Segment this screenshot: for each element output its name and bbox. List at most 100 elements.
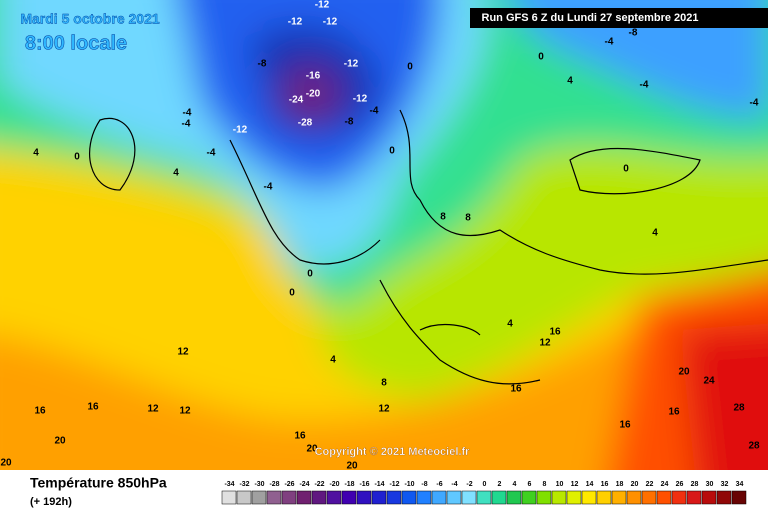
scale-swatch xyxy=(296,490,312,505)
contour-label: 16 xyxy=(294,431,306,442)
scale-swatch xyxy=(371,490,387,505)
coastlines xyxy=(89,109,768,385)
contour-label: -4 xyxy=(750,98,759,109)
scale-swatch xyxy=(656,490,672,505)
scale-swatch xyxy=(356,490,372,505)
scale-label: 20 xyxy=(631,481,639,488)
scale-swatch xyxy=(596,490,612,505)
scale-label: -2 xyxy=(466,481,472,488)
scale-label: 34 xyxy=(736,481,744,488)
scale-label: -10 xyxy=(404,481,414,488)
contour-labels: -12-12 -12-8-16-12-24-20 -12-28 -8-12-4-4-4… xyxy=(0,0,760,472)
scale-swatch xyxy=(581,490,597,505)
scale-swatch xyxy=(386,490,402,505)
run-box xyxy=(470,8,768,28)
scale-swatch xyxy=(611,490,627,505)
contour-label: 20 xyxy=(0,458,12,469)
contour-label: 0 xyxy=(389,146,395,157)
scale-label: -18 xyxy=(344,481,354,488)
scale-label: 10 xyxy=(556,481,564,488)
scale-label: -12 xyxy=(389,481,399,488)
contour-label: 16 xyxy=(34,406,46,417)
scale-label: -4 xyxy=(451,481,457,488)
scale-label: -22 xyxy=(314,481,324,488)
scale-label: 6 xyxy=(528,481,532,488)
scale-label: -26 xyxy=(284,481,294,488)
scale-label: 24 xyxy=(661,481,669,488)
contour-label: 4 xyxy=(173,168,179,179)
scale-swatch xyxy=(446,490,462,505)
scale-swatch xyxy=(281,490,297,505)
scale-swatch xyxy=(341,490,357,505)
contour-label: -4 xyxy=(640,80,649,91)
scale-label: -6 xyxy=(436,481,442,488)
scale-swatch xyxy=(266,490,282,505)
contour-label: 8 xyxy=(465,213,471,224)
footer-lead: (+ 192h) xyxy=(30,496,72,508)
contour-label: -12 xyxy=(353,94,368,105)
run-label: Run GFS 6 Z du Lundi 27 septembre 2021 xyxy=(482,12,699,24)
contour-label: 0 xyxy=(307,269,313,280)
scale-swatch xyxy=(326,490,342,505)
scale-swatch xyxy=(551,490,567,505)
contour-label: 0 xyxy=(74,152,80,163)
scale-swatch xyxy=(641,490,657,505)
contour-label: -12 xyxy=(233,125,248,136)
contour-label: 4 xyxy=(33,148,39,159)
scale-swatch xyxy=(236,490,252,505)
contour-label: 4 xyxy=(652,228,658,239)
contour-label: 16 xyxy=(510,384,522,395)
scale-label: -16 xyxy=(359,481,369,488)
scale-label: 8 xyxy=(543,481,547,488)
scale-swatch xyxy=(491,490,507,505)
scale-swatch xyxy=(221,490,237,505)
contour-label: -28 xyxy=(298,118,313,129)
scale-label: 28 xyxy=(691,481,699,488)
contour-label: 4 xyxy=(567,76,573,87)
contour-label: -4 xyxy=(207,148,216,159)
scale-label: -24 xyxy=(299,481,309,488)
scale-swatch xyxy=(311,490,327,505)
scale-label: -30 xyxy=(254,481,264,488)
contour-label: 8 xyxy=(440,212,446,223)
contour-label: 0 xyxy=(407,62,413,73)
contour-label: -16 xyxy=(306,71,321,82)
scale-swatch xyxy=(521,490,537,505)
contour-label: 12 xyxy=(179,406,191,417)
contour-label: -4 xyxy=(264,182,273,193)
contour-label: -24 xyxy=(289,95,304,106)
scale-swatch xyxy=(416,490,432,505)
scale-swatch xyxy=(401,490,417,505)
contour-label: -12 xyxy=(288,17,303,28)
scale-swatch xyxy=(476,490,492,505)
scale-swatch xyxy=(431,490,447,505)
scale-swatch xyxy=(251,490,267,505)
contour-label: 12 xyxy=(177,347,189,358)
scale-swatch xyxy=(701,490,717,505)
contour-label: 28 xyxy=(733,403,745,414)
contour-label: 28 xyxy=(748,441,760,452)
contour-label: 4 xyxy=(507,319,513,330)
contour-label: -8 xyxy=(629,28,638,39)
contour-label: 16 xyxy=(619,420,631,431)
contour-label: 16 xyxy=(549,327,561,338)
time-label: 8:00 locale xyxy=(25,32,127,54)
color-scale: -34 -32 -30 -28 -26 -24 -22 -20 -18 -16 -14 -12 -10-… xyxy=(221,481,747,505)
scale-swatch xyxy=(626,490,642,505)
contour-label: -12 xyxy=(315,0,330,11)
contour-label: 20 xyxy=(306,444,318,455)
footer-title: Température 850hPa xyxy=(30,475,167,491)
scale-label: -28 xyxy=(269,481,279,488)
copyright: Copyright © 2021 Meteociel.fr xyxy=(315,446,471,458)
scale-label: 12 xyxy=(571,481,579,488)
scale-label: -20 xyxy=(329,481,339,488)
scale-label: 22 xyxy=(646,481,654,488)
contour-label: -12 xyxy=(323,17,338,28)
scale-swatch xyxy=(671,490,687,505)
contour-label: -4 xyxy=(183,108,192,119)
contour-label: 24 xyxy=(703,376,715,387)
scale-label: -34 xyxy=(224,481,234,488)
